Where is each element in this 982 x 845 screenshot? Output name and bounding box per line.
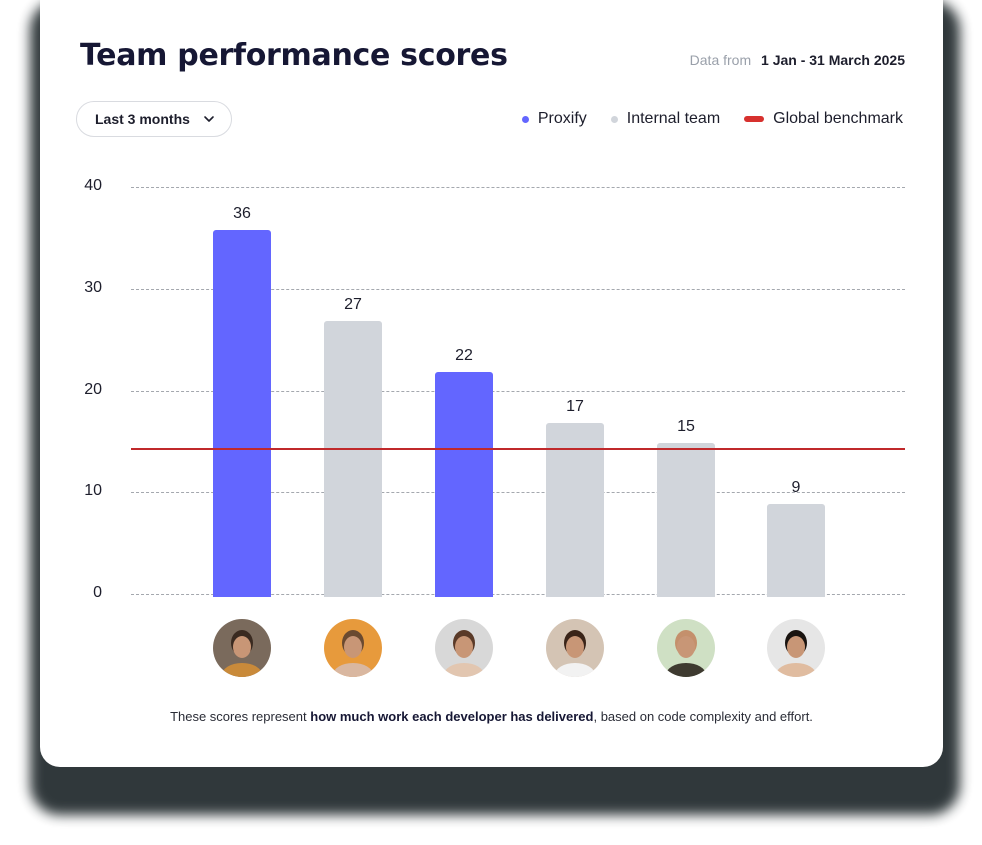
period-dropdown-label: Last 3 months xyxy=(95,111,190,127)
person-photo-icon xyxy=(657,619,715,677)
y-axis-tick: 20 xyxy=(84,380,102,398)
person-photo-icon xyxy=(767,619,825,677)
footnote-text: These scores represent xyxy=(170,709,311,724)
date-range-value: 1 Jan - 31 March 2025 xyxy=(761,52,905,68)
person-photo-icon xyxy=(213,619,271,677)
person-photo-icon xyxy=(546,619,604,677)
bar-value-label: 22 xyxy=(455,347,473,365)
legend-line-icon xyxy=(744,116,765,122)
legend-dot-icon xyxy=(521,115,529,123)
grid-line xyxy=(131,390,905,392)
bar-value-label: 9 xyxy=(791,479,801,497)
date-range-label: Data from xyxy=(689,52,752,68)
bar-value-label: 17 xyxy=(566,398,584,416)
person-photo-icon xyxy=(435,619,493,677)
developer-avatar xyxy=(767,619,825,677)
legend-item-internal-team: Internal team xyxy=(610,110,721,128)
period-dropdown[interactable]: Last 3 months xyxy=(76,101,232,137)
legend-dot-icon xyxy=(610,115,618,123)
bar-value-label: 27 xyxy=(344,296,362,314)
developer-avatar xyxy=(657,619,715,677)
chart-legend: Proxify Internal team Global benchmark xyxy=(498,110,903,128)
chart-footnote: These scores represent how much work eac… xyxy=(40,709,943,724)
legend-item-proxify: Proxify xyxy=(521,110,587,128)
bar-internal-team[interactable] xyxy=(767,504,825,597)
grid-line xyxy=(131,288,905,290)
footnote-emphasis: how much work each developer has deliver… xyxy=(310,709,594,724)
grid-line xyxy=(131,492,905,494)
y-axis-tick: 40 xyxy=(84,177,102,195)
date-range: Data from 1 Jan - 31 March 2025 xyxy=(690,52,905,68)
person-photo-icon xyxy=(324,619,382,677)
page-title: Team performance scores xyxy=(80,38,508,73)
developer-avatar xyxy=(435,619,493,677)
legend-label: Internal team xyxy=(626,110,721,127)
grid-line xyxy=(131,187,905,189)
y-axis-tick: 0 xyxy=(93,584,102,601)
bar-value-label: 36 xyxy=(233,204,251,222)
bar-internal-team[interactable] xyxy=(546,423,604,597)
legend-label: Proxify xyxy=(537,110,587,127)
developer-avatar xyxy=(546,619,604,677)
grid-line xyxy=(131,594,905,595)
bar-proxify[interactable] xyxy=(435,372,493,597)
global-benchmark-line xyxy=(131,447,905,450)
footnote-text: , based on code complexity and effort. xyxy=(593,709,813,724)
y-axis-tick: 10 xyxy=(84,482,102,500)
legend-label: Global benchmark xyxy=(773,110,903,127)
developer-avatar xyxy=(213,619,271,677)
bar-value-label: 15 xyxy=(677,418,695,436)
bar-internal-team[interactable] xyxy=(657,443,715,597)
y-axis-tick: 30 xyxy=(84,278,102,296)
developer-avatar xyxy=(324,619,382,677)
legend-item-global-benchmark: Global benchmark xyxy=(744,110,903,128)
bar-proxify[interactable] xyxy=(213,229,271,597)
chart-card: Team performance scores Data from 1 Jan … xyxy=(40,0,943,767)
chevron-down-icon xyxy=(204,116,214,122)
bar-internal-team[interactable] xyxy=(324,321,382,597)
